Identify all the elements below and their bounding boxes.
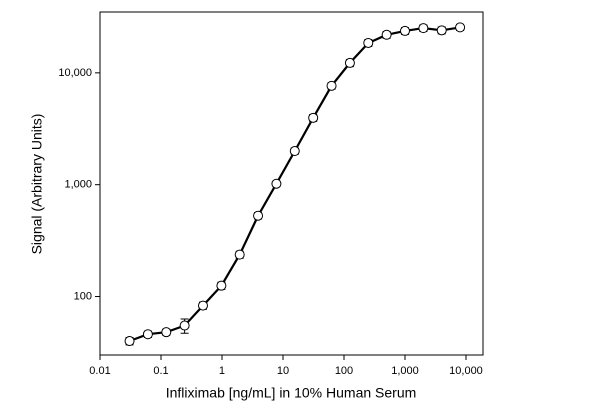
data-point (399, 25, 410, 36)
data-point (418, 23, 429, 34)
data-point (197, 300, 208, 311)
x-tick-label: 0.1 (153, 365, 168, 377)
data-point (216, 280, 227, 291)
data-point (436, 25, 447, 36)
data-point (179, 320, 190, 331)
x-tick-label: 1 (219, 365, 225, 377)
data-point (344, 57, 355, 68)
data-point (455, 22, 466, 33)
plot-frame (99, 11, 484, 356)
y-axis-label: Signal (Arbitrary Units) (29, 114, 45, 255)
y-tick-label: 100 (74, 290, 92, 302)
data-point (326, 80, 337, 91)
x-tick-label: 100 (335, 365, 353, 377)
data-point (161, 327, 172, 338)
y-tick-label: 10,000 (58, 67, 92, 79)
x-tick-label: 10 (277, 365, 289, 377)
x-tick-label: 1,000 (391, 365, 419, 377)
data-point (271, 178, 282, 189)
data-point (381, 29, 392, 40)
x-tick-label: 0.01 (89, 365, 110, 377)
data-point (363, 37, 374, 48)
data-point (289, 146, 300, 157)
data-point (142, 329, 153, 340)
x-tick-label: 10,000 (449, 365, 483, 377)
data-point (234, 249, 245, 260)
data-point (253, 210, 264, 221)
y-tick-label: 1,000 (64, 179, 92, 191)
data-point (308, 112, 319, 123)
data-line (129, 26, 461, 343)
x-axis-label: Infliximab [ng/mL] in 10% Human Serum (166, 385, 417, 401)
data-point (124, 336, 135, 347)
